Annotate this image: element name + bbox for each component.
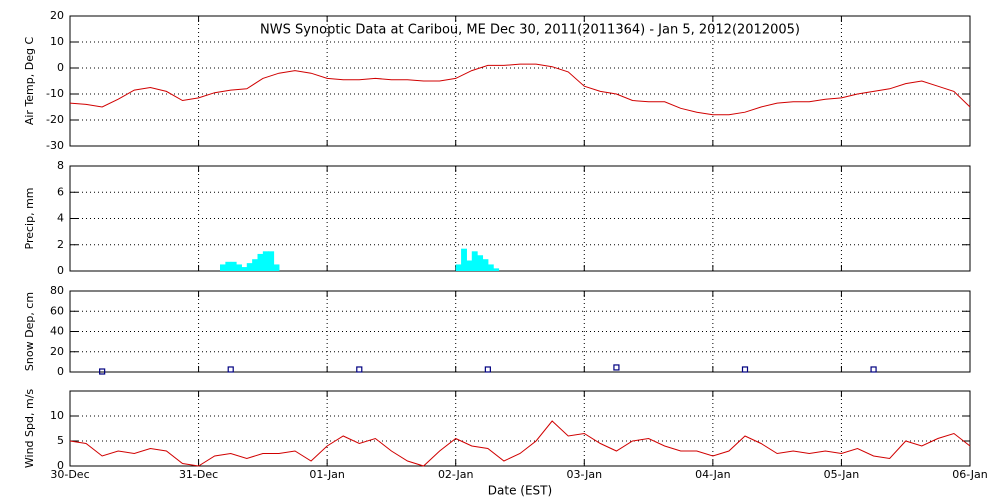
bar xyxy=(241,267,248,271)
bar xyxy=(236,264,242,271)
x-axis-label: Date (EST) xyxy=(488,484,552,498)
x-tick-label: 05-Jan xyxy=(824,468,860,481)
bar xyxy=(461,248,467,271)
bar xyxy=(225,261,232,271)
y-tick-label: 4 xyxy=(57,212,64,225)
snow-marker xyxy=(227,366,234,373)
y-axis-label: Air Temp, Deg C xyxy=(23,37,36,126)
y-tick-label: 80 xyxy=(50,284,64,297)
y-tick-label: 2 xyxy=(57,238,64,251)
bar xyxy=(246,263,253,271)
snow-marker xyxy=(99,368,106,375)
plot-frame xyxy=(69,165,971,272)
y-tick-label: 0 xyxy=(57,459,64,472)
y-tick-label: -20 xyxy=(46,113,64,126)
bar xyxy=(273,264,280,271)
y-tick-label: 0 xyxy=(57,264,64,277)
y-tick-label: 8 xyxy=(57,159,64,172)
x-tick-label: 31-Dec xyxy=(179,468,218,481)
snow-marker xyxy=(870,366,877,373)
y-tick-label: 20 xyxy=(50,9,64,22)
x-tick-label: 06-Jan xyxy=(952,468,988,481)
chart-title: NWS Synoptic Data at Caribou, ME Dec 30,… xyxy=(260,23,800,38)
bar xyxy=(252,259,259,271)
plot-frame xyxy=(69,390,971,467)
y-axis-label: Precip, mm xyxy=(23,188,36,250)
bar xyxy=(471,251,478,271)
bar xyxy=(482,259,489,271)
bar xyxy=(466,260,473,271)
y-tick-label: 10 xyxy=(50,35,64,48)
y-tick-label: -10 xyxy=(46,87,64,100)
bar xyxy=(477,255,484,271)
x-tick-label: 30-Dec xyxy=(50,468,89,481)
y-tick-label: 6 xyxy=(57,185,64,198)
bar xyxy=(230,261,237,271)
plot-frame xyxy=(69,15,971,147)
data-line xyxy=(69,420,971,467)
y-tick-label: 0 xyxy=(57,61,64,74)
y-tick-label: 5 xyxy=(57,434,64,447)
bar xyxy=(493,268,500,271)
y-tick-label: -30 xyxy=(46,139,64,152)
y-axis-label: Snow Dep, cm xyxy=(23,292,36,371)
snow-marker xyxy=(741,366,749,373)
x-tick-label: 04-Jan xyxy=(695,468,731,481)
x-tick-label: 02-Jan xyxy=(438,468,474,481)
y-tick-label: 0 xyxy=(57,365,64,378)
x-tick-label: 03-Jan xyxy=(567,468,603,481)
bar xyxy=(487,264,494,271)
snow-marker xyxy=(356,366,363,373)
data-line xyxy=(69,63,971,116)
y-tick-label: 20 xyxy=(50,345,64,358)
snow-marker xyxy=(613,364,620,371)
y-tick-label: 40 xyxy=(50,325,64,338)
x-tick-label: 01-Jan xyxy=(309,468,345,481)
y-tick-label: 60 xyxy=(50,304,64,317)
bar xyxy=(262,251,269,271)
plot-frame xyxy=(69,290,971,373)
bar xyxy=(268,251,275,271)
bar xyxy=(455,264,462,271)
bar xyxy=(257,253,264,271)
y-axis-label: Wind Spd, m/s xyxy=(23,389,36,469)
snow-marker xyxy=(484,366,491,373)
y-tick-label: 10 xyxy=(50,409,64,422)
bar xyxy=(220,264,226,271)
